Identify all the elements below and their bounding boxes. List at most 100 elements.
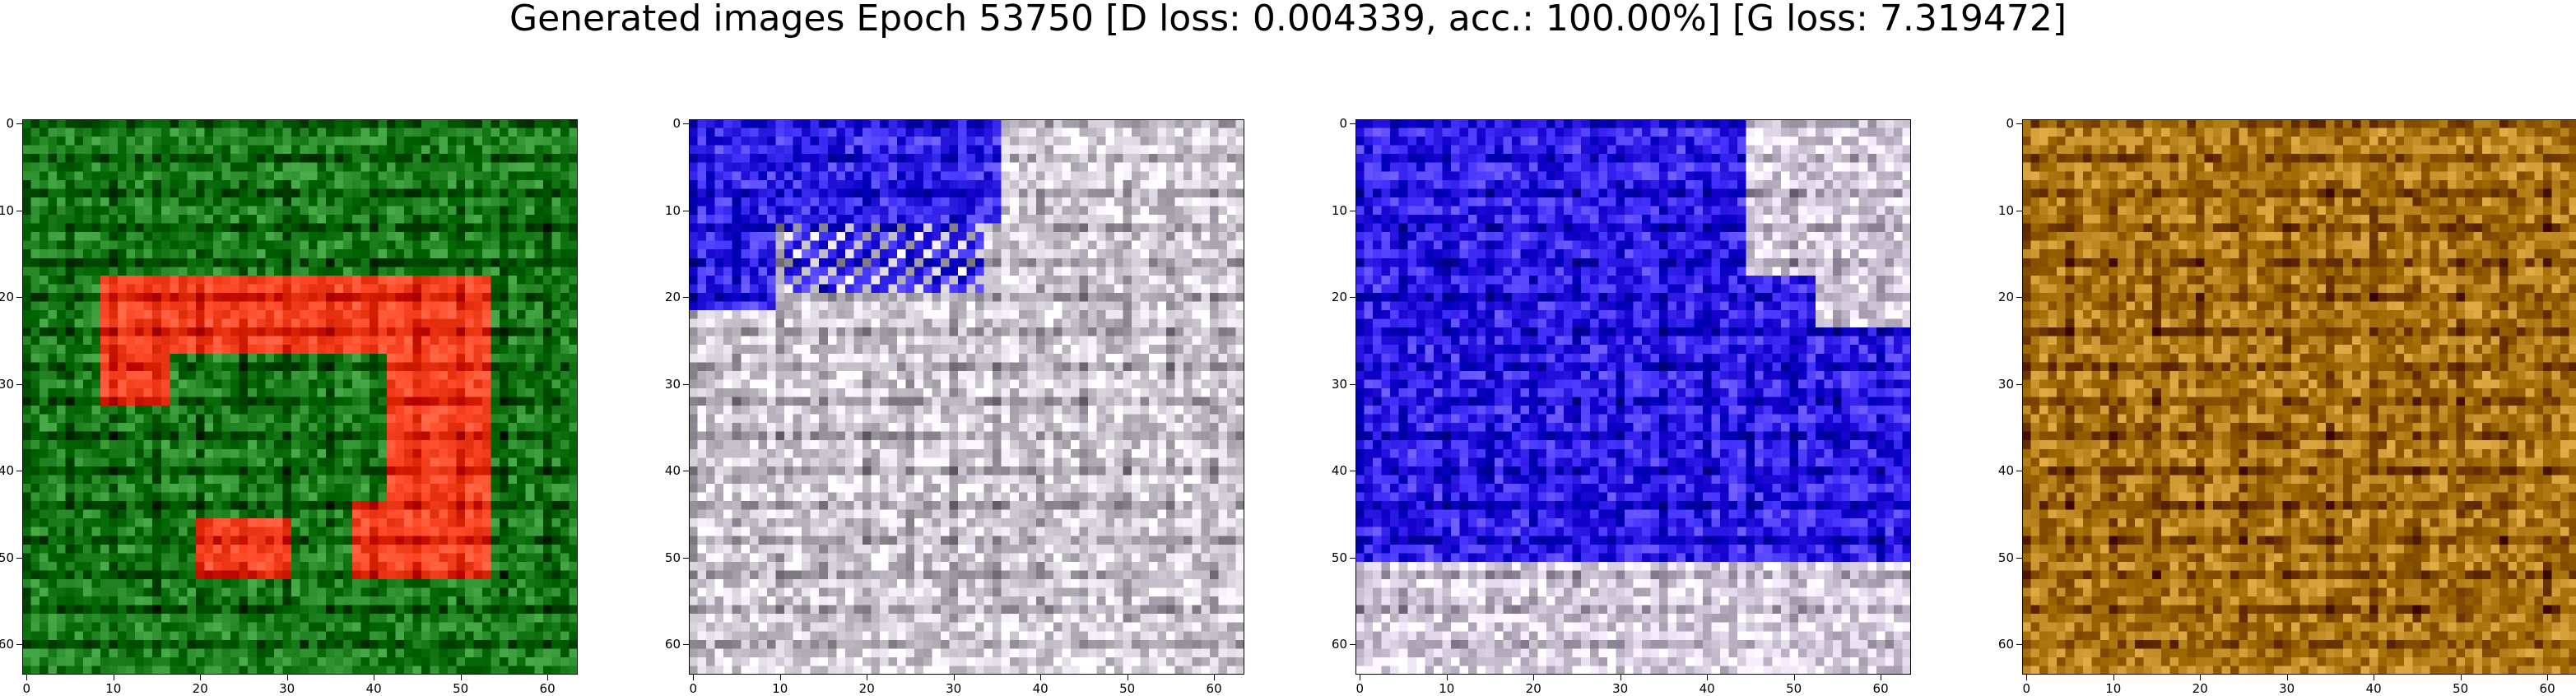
generated-image-1 xyxy=(22,119,578,675)
x-tick xyxy=(1707,675,1709,680)
x-tick-label: 0 xyxy=(689,681,698,696)
y-tick xyxy=(1350,383,1355,385)
x-tick xyxy=(1214,675,1216,680)
generated-image-2 xyxy=(689,119,1244,675)
y-tick-label: 60 xyxy=(0,637,14,652)
x-tick-label: 30 xyxy=(946,681,962,696)
x-tick-label: 40 xyxy=(365,681,382,696)
x-tick xyxy=(26,675,28,680)
x-tick xyxy=(1793,675,1795,680)
y-tick xyxy=(683,383,689,385)
generated-image-panel-4: 0 10 20 30 40 50 60 0 10 20 30 40 50 60 xyxy=(1998,117,2576,695)
y-tick-label: 0 xyxy=(672,116,681,132)
x-tick xyxy=(1446,675,1448,680)
x-tick xyxy=(2026,675,2028,680)
x-tick xyxy=(286,675,288,680)
y-tick xyxy=(16,297,22,299)
x-tick xyxy=(460,675,462,680)
y-tick-label: 20 xyxy=(1997,290,2014,305)
y-tick xyxy=(2016,297,2022,299)
y-tick-label: 40 xyxy=(0,463,14,479)
x-tick-label: 20 xyxy=(858,681,875,696)
y-tick-label: 10 xyxy=(1331,202,1347,218)
y-tick xyxy=(16,644,22,646)
x-tick xyxy=(2286,675,2288,680)
y-tick-label: 50 xyxy=(664,550,681,565)
y-tick-label: 40 xyxy=(1997,463,2014,479)
x-tick-label: 10 xyxy=(2105,681,2122,696)
y-tick xyxy=(683,557,689,559)
figure-title: Generated images Epoch 53750 [D loss: 0.… xyxy=(509,0,2067,39)
axes-frame xyxy=(1355,119,1911,675)
y-tick-label: 20 xyxy=(664,290,681,305)
y-tick xyxy=(1350,557,1355,559)
x-tick xyxy=(1533,675,1535,680)
x-tick xyxy=(693,675,695,680)
x-tick xyxy=(2460,675,2462,680)
y-tick xyxy=(683,644,689,646)
y-tick-label: 40 xyxy=(1331,463,1347,479)
x-tick-label: 40 xyxy=(1032,681,1049,696)
y-tick xyxy=(16,383,22,385)
x-tick xyxy=(200,675,202,680)
x-tick-label: 40 xyxy=(2365,681,2382,696)
y-tick-label: 30 xyxy=(664,376,681,392)
x-tick-label: 10 xyxy=(105,681,122,696)
y-tick-label: 60 xyxy=(1997,637,2014,652)
x-tick-label: 30 xyxy=(279,681,295,696)
y-tick xyxy=(2016,383,2022,385)
y-tick xyxy=(2016,644,2022,646)
y-tick-label: 10 xyxy=(664,202,681,218)
x-tick xyxy=(779,675,781,680)
x-tick xyxy=(953,675,955,680)
generated-image-3 xyxy=(1355,119,1911,675)
y-tick-label: 40 xyxy=(664,463,681,479)
y-tick xyxy=(1350,297,1355,299)
y-tick-label: 30 xyxy=(1331,376,1347,392)
x-tick-label: 10 xyxy=(1439,681,1455,696)
generated-image-panel-1: 0 10 20 30 40 50 60 0 10 20 30 40 50 60 xyxy=(0,117,578,695)
x-tick xyxy=(2200,675,2202,680)
y-tick-label: 10 xyxy=(0,202,14,218)
generated-image-panel-3: 0 10 20 30 40 50 60 0 10 20 30 40 50 60 xyxy=(1332,117,1911,695)
x-tick-label: 60 xyxy=(1206,681,1222,696)
x-tick-label: 0 xyxy=(1355,681,1365,696)
y-tick-label: 60 xyxy=(1331,637,1347,652)
generated-image-panel-2: 0 10 20 30 40 50 60 0 10 20 30 40 50 60 xyxy=(665,117,1244,695)
generated-image-4 xyxy=(2022,119,2576,675)
y-tick xyxy=(2016,557,2022,559)
x-tick-label: 50 xyxy=(453,681,469,696)
axes-frame xyxy=(2022,119,2576,675)
x-tick-label: 50 xyxy=(1786,681,1802,696)
x-tick-label: 50 xyxy=(1119,681,1136,696)
axes-frame xyxy=(689,119,1244,675)
x-tick xyxy=(1620,675,1621,680)
x-tick-label: 60 xyxy=(1872,681,1889,696)
x-tick-label: 20 xyxy=(1525,681,1541,696)
y-tick xyxy=(2016,123,2022,125)
x-tick xyxy=(1040,675,1042,680)
y-tick-label: 20 xyxy=(0,290,14,305)
x-tick-label: 40 xyxy=(1699,681,1715,696)
y-tick xyxy=(16,123,22,125)
y-tick-label: 20 xyxy=(1331,290,1347,305)
axes-frame xyxy=(22,119,578,675)
y-tick-label: 30 xyxy=(0,376,14,392)
x-tick-label: 30 xyxy=(1612,681,1629,696)
y-tick-label: 50 xyxy=(1997,550,2014,565)
x-tick-label: 50 xyxy=(2453,681,2469,696)
y-tick-label: 0 xyxy=(2006,116,2014,132)
x-tick xyxy=(547,675,549,680)
y-tick-label: 0 xyxy=(6,116,14,132)
y-tick-label: 0 xyxy=(1339,116,1347,132)
y-tick-label: 50 xyxy=(0,550,14,565)
y-tick xyxy=(16,557,22,559)
x-tick xyxy=(2547,675,2549,680)
y-tick-label: 10 xyxy=(1997,202,2014,218)
x-tick-label: 20 xyxy=(2192,681,2208,696)
y-tick xyxy=(1350,123,1355,125)
y-tick xyxy=(683,123,689,125)
x-tick-label: 60 xyxy=(539,681,556,696)
x-tick-label: 10 xyxy=(772,681,788,696)
y-tick-label: 50 xyxy=(1331,550,1347,565)
